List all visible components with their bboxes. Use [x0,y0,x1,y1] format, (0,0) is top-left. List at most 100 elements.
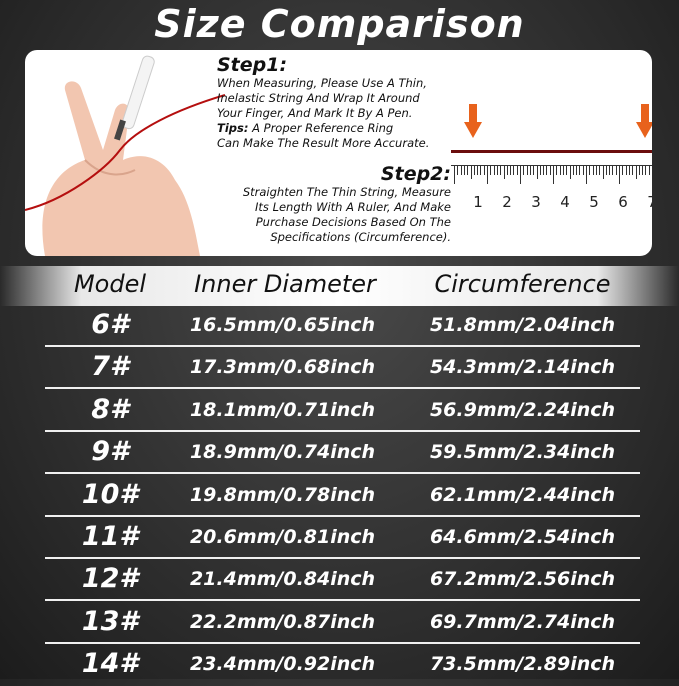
step1-line: Inelastic String And Wrap It Around [217,91,420,105]
ruler-number: 7 [647,193,652,211]
diameter-cell: 22.2mm/0.87inch [189,610,376,633]
diameter-cell: 19.8mm/0.78inch [189,483,376,506]
circumference-cell: 64.6mm/2.54inch [429,526,616,548]
ruler-tick [622,166,624,175]
diameter-cell: 17.3mm/0.68inch [189,356,376,379]
ruler-tick [503,166,505,179]
ruler-tick [582,166,584,175]
ruler-tick [487,166,488,184]
ruler-tick [539,166,541,175]
ruler-tick [599,166,601,175]
model-cell: 9# [91,436,129,468]
ruler-tick [638,166,640,175]
ruler-tick [562,166,564,175]
ruler-tick [506,166,508,175]
circumference-cell: 59.5mm/2.34inch [429,441,616,464]
tips-line: Can Make The Result More Accurate. [217,136,430,150]
row-divider [45,641,640,644]
ruler-tick [589,166,591,175]
step2-line: Purchase Decisions Based On The [255,215,451,229]
ruler-tick [553,166,554,184]
ruler-tick [605,166,607,175]
header-circumference: Circumference [434,270,611,298]
ruler-tick [483,166,485,175]
diameter-cell: 16.5mm/0.65inch [189,314,376,336]
ruler-tick [609,166,611,175]
ruler-tick [642,166,644,175]
model-cell: 6# [91,309,129,340]
ruler-tick [648,166,650,175]
step2-heading: Step2: [380,163,451,185]
arrow-down-icon [464,104,482,138]
ruler-tick [457,166,459,175]
circumference-cell: 56.9mm/2.24inch [429,398,616,421]
step1-heading: Step1: [217,54,288,76]
model-cell: 14# [81,648,139,680]
ruler-tick [480,166,482,175]
ruler: 1 2 3 4 5 6 7 [451,165,652,217]
model-cell: 11# [81,521,139,552]
ruler-tick [579,166,581,175]
ruler-tick [526,166,528,175]
diameter-cell: 18.9mm/0.74inch [189,441,376,464]
ruler-tick [592,166,594,175]
step2-text: Step2: Straighten The Thin String, Measu… [225,163,451,245]
ruler-tick [625,166,627,175]
hand-measuring-illustration [25,55,225,256]
diameter-cell: 20.6mm/0.81inch [189,526,376,548]
step2-line: Straighten The Thin String, Measure [242,185,451,199]
ruler-tick [477,166,479,175]
step1-line: When Measuring, Please Use A Thin, [217,76,427,90]
ruler-tick [460,166,462,175]
ruler-tick [467,166,469,175]
table-row: 6# 16.5mm/0.65inch 51.8mm/2.04inch [0,305,679,347]
ruler-tick [559,166,561,175]
ruler-tick [510,166,512,175]
row-divider [45,387,640,390]
model-cell: 13# [81,605,139,637]
ruler-tick [454,166,455,184]
ruler-tick [529,166,531,175]
ruler-number: 5 [589,193,599,211]
measured-string [451,150,652,153]
ruler-tick [470,166,472,179]
ruler-tick [635,166,637,179]
header-model: Model [73,270,147,298]
row-divider [45,429,640,432]
table-row: 13# 22.2mm/0.87inch 69.7mm/2.74inch [0,602,679,644]
circumference-cell: 51.8mm/2.04inch [429,314,616,336]
circumference-cell: 69.7mm/2.74inch [429,610,616,633]
row-divider [45,557,640,559]
ruler-tick [493,166,495,175]
ruler-tick [586,166,587,184]
table-row: 14# 23.4mm/0.92inch 73.5mm/2.89inch [0,644,679,686]
diameter-cell: 21.4mm/0.84inch [189,568,376,591]
step2-line: Its Length With A Ruler, And Make [255,200,451,214]
ruler-tick [566,166,568,175]
diameter-cell: 18.1mm/0.71inch [189,398,376,421]
ruler-number: 3 [531,193,541,211]
diameter-cell: 23.4mm/0.92inch [189,653,376,676]
model-cell: 8# [91,393,129,425]
ruler-tick [463,166,465,175]
ruler-number: 1 [473,193,483,211]
table-row: 11# 20.6mm/0.81inch 64.6mm/2.54inch [0,517,679,559]
ruler-tick [523,166,525,175]
table-row: 9# 18.9mm/0.74inch 59.5mm/2.34inch [0,432,679,475]
ruler-tick [513,166,515,175]
ruler-tick [500,166,502,175]
ruler-tick [533,166,535,175]
row-divider [45,472,640,475]
row-divider [45,514,640,517]
ruler-tick [546,166,548,175]
model-cell: 7# [91,351,129,383]
ruler-tick [619,166,620,184]
table-row: 7# 17.3mm/0.68inch 54.3mm/2.14inch [0,347,679,390]
ruler-tick [520,166,521,184]
ruler-tick [645,166,647,175]
ruler-tick [490,166,492,175]
ruler-tick [572,166,574,175]
tips-label: Tips: [217,121,249,135]
ruler-tick [536,166,538,179]
arrow-down-icon [636,104,652,138]
